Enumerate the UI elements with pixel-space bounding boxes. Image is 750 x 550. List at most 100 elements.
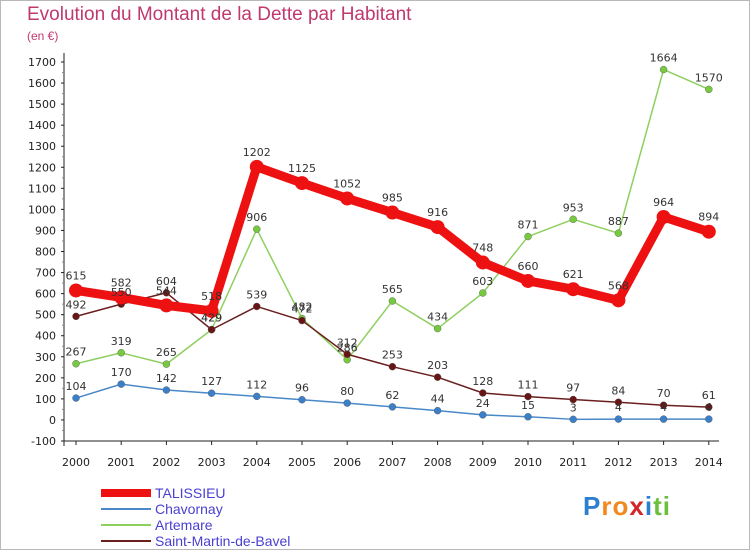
data-point (343, 399, 351, 407)
data-point (72, 312, 80, 321)
data-label: 568 (608, 279, 629, 292)
data-point (253, 225, 261, 233)
data-point (433, 406, 442, 415)
data-label: 4 (615, 401, 622, 414)
data-label: 871 (518, 219, 539, 232)
data-point (388, 403, 397, 411)
data-label: 24 (476, 397, 490, 410)
data-label: 111 (518, 379, 539, 392)
data-label: 953 (563, 201, 584, 214)
data-label: 916 (427, 206, 448, 219)
data-label: 96 (295, 382, 309, 395)
x-tick-label: 2006 (333, 456, 361, 469)
data-point (701, 224, 716, 239)
y-tick-label: 900 (35, 224, 56, 237)
x-tick-label: 2013 (650, 456, 678, 469)
data-point (298, 316, 306, 325)
data-label: 203 (427, 359, 448, 372)
data-point (207, 325, 216, 334)
data-label: 1052 (333, 177, 361, 190)
data-label: 621 (563, 268, 584, 281)
logo-letter: o (612, 491, 630, 521)
data-point (659, 65, 668, 74)
data-point (72, 360, 80, 368)
y-tick-label: 1000 (28, 203, 56, 216)
legend-swatch (101, 508, 151, 510)
x-tick-label: 2009 (469, 456, 497, 469)
data-point (614, 229, 623, 237)
logo-letter: r (601, 491, 613, 521)
data-point (566, 282, 581, 297)
data-label: 748 (472, 241, 493, 254)
y-tick-label: 1200 (28, 161, 56, 174)
x-tick-label: 2011 (559, 456, 587, 469)
data-label: 1664 (650, 52, 678, 65)
data-point (659, 401, 668, 409)
data-point (659, 415, 668, 423)
chart-legend: TALISSIEU Chavornay Artemare Saint-Martin-d… (101, 485, 381, 550)
data-point (569, 215, 577, 223)
data-label: 62 (385, 389, 399, 402)
data-label: 660 (518, 260, 539, 273)
logo-letter: i (644, 491, 654, 521)
data-point (656, 209, 671, 224)
x-tick-label: 2012 (604, 456, 632, 469)
data-label: 492 (66, 298, 87, 311)
data-label: 544 (156, 284, 177, 297)
data-point (388, 297, 397, 305)
legend-label: Saint-Martin-de-Bavel (155, 533, 291, 549)
data-label: 286 (337, 342, 358, 355)
x-tick-label: 2007 (378, 456, 406, 469)
legend-swatch (101, 524, 151, 526)
y-tick-label: 1400 (28, 119, 56, 132)
data-label: 267 (66, 346, 87, 359)
data-point (295, 176, 309, 191)
y-tick-label: 1600 (28, 77, 56, 90)
data-point (340, 191, 355, 206)
data-point (705, 415, 713, 423)
data-point (521, 273, 535, 288)
data-label: 70 (657, 387, 671, 400)
data-label: 1202 (243, 146, 271, 159)
y-tick-label: 0 (49, 414, 56, 427)
data-label: 565 (382, 283, 403, 296)
legend-label: Artemare (155, 517, 213, 533)
x-tick-label: 2004 (243, 456, 271, 469)
x-tick-label: 2014 (695, 456, 723, 469)
data-point (253, 302, 261, 311)
data-point (705, 403, 713, 411)
x-tick-label: 2002 (152, 456, 180, 469)
data-point (343, 350, 351, 358)
data-label: 894 (698, 211, 719, 224)
data-point (69, 283, 83, 298)
data-point (479, 411, 487, 419)
proxiti-logo: Proxiti (583, 491, 671, 522)
data-label: 472 (292, 303, 313, 316)
data-label: 3 (570, 401, 577, 414)
y-tick-label: 100 (35, 393, 56, 406)
data-point (162, 289, 171, 297)
data-label: 61 (702, 389, 716, 402)
x-tick-label: 2003 (198, 456, 226, 469)
y-tick-label: 200 (35, 372, 56, 385)
data-point (388, 362, 397, 371)
data-label: 482 (292, 300, 313, 313)
data-point (569, 395, 577, 404)
data-point (479, 289, 487, 297)
data-point (72, 394, 80, 402)
data-point (117, 380, 125, 388)
data-point (249, 159, 264, 174)
y-tick-label: 1500 (28, 98, 56, 111)
data-point (569, 415, 577, 424)
data-label: 112 (246, 378, 267, 391)
data-point (524, 232, 532, 241)
data-label: 319 (111, 335, 132, 348)
chart-unit-label: (en €) (27, 29, 59, 43)
data-point (253, 392, 261, 401)
legend-swatch (101, 489, 151, 497)
data-label: 615 (66, 269, 87, 282)
data-point (524, 392, 532, 401)
y-tick-label: 1100 (28, 182, 56, 195)
data-label: 434 (427, 311, 448, 324)
